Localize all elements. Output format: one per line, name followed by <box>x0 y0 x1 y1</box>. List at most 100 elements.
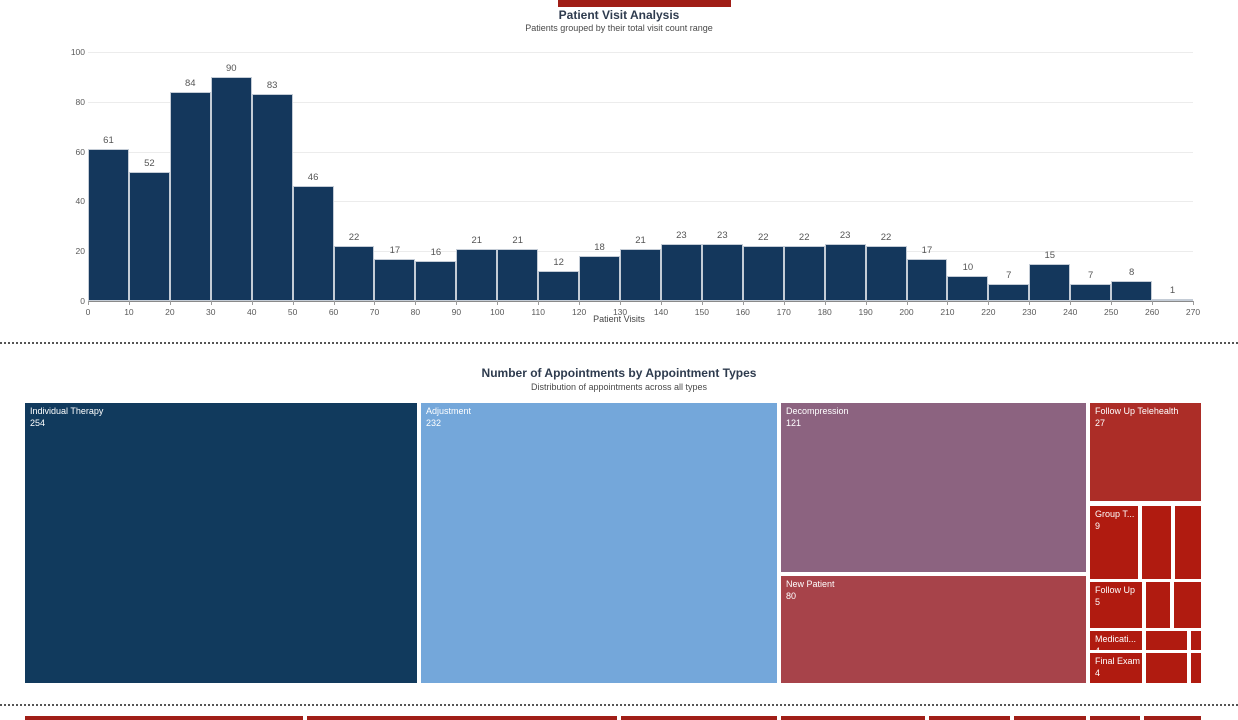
treemap-cell-unlabeled[interactable] <box>1191 631 1201 650</box>
treemap-cell-decompression[interactable]: Decompression 121 <box>781 403 1086 572</box>
x-tick-mark <box>88 301 89 305</box>
histogram-bar[interactable] <box>579 256 621 301</box>
treemap-cell-group-t[interactable]: Group T... 9 <box>1090 506 1138 579</box>
histogram-bar[interactable] <box>415 261 457 301</box>
treemap-cell-label: Decompression <box>786 406 849 416</box>
x-tick-label: 100 <box>490 307 505 317</box>
treemap-cell-unlabeled[interactable] <box>1146 653 1187 683</box>
histogram-title: Patient Visit Analysis <box>558 8 680 22</box>
histogram-bar[interactable] <box>906 258 948 301</box>
treemap-cell-new-patient[interactable]: New Patient 80 <box>781 576 1086 683</box>
treemap-cell-label: Follow Up Telehealth <box>1095 406 1179 416</box>
histogram-bar[interactable] <box>824 243 866 301</box>
treemap-cell-follow-up-telehealth[interactable]: Follow Up Telehealth 27 <box>1090 403 1201 501</box>
histogram-bar[interactable] <box>456 248 498 301</box>
histogram-bar[interactable] <box>210 76 252 301</box>
histogram-bar[interactable] <box>1111 281 1153 301</box>
bottom-cutoff-segment <box>781 716 925 720</box>
x-tick-label: 270 <box>1185 307 1201 317</box>
treemap-cell-value: 80 <box>786 590 797 601</box>
x-tick-label: 30 <box>206 307 216 317</box>
y-gridline <box>88 201 1193 203</box>
bar-value-label: 8 <box>1128 267 1135 279</box>
treemap-cell-label: Medicati... <box>1095 634 1137 644</box>
treemap-cell-unlabeled[interactable] <box>1174 582 1201 628</box>
x-tick-mark <box>783 301 785 305</box>
section-divider-bottom <box>0 704 1238 706</box>
histogram-bar[interactable] <box>1070 283 1112 301</box>
x-tick-mark <box>456 301 458 305</box>
treemap-cell-label: Adjustment <box>426 406 472 416</box>
histogram-bar[interactable] <box>620 248 661 301</box>
histogram-bar[interactable] <box>988 283 1030 301</box>
histogram-bar[interactable] <box>947 276 989 301</box>
histogram-bar[interactable] <box>292 186 334 301</box>
treemap-cell-unlabeled[interactable] <box>1175 506 1201 579</box>
x-tick-mark <box>906 301 908 305</box>
bar-value-label: 52 <box>144 157 155 169</box>
bar-value-label: 22 <box>757 232 769 244</box>
x-tick-mark <box>947 301 949 305</box>
x-tick-label: 120 <box>572 307 587 317</box>
histogram-bar[interactable] <box>169 91 211 301</box>
x-tick-mark <box>251 301 253 305</box>
x-tick-label: 240 <box>1063 307 1078 317</box>
treemap-cell-follow-up[interactable]: Follow Up 5 <box>1090 582 1142 628</box>
histogram-bar[interactable] <box>128 171 170 301</box>
histogram-bar[interactable] <box>865 246 907 301</box>
bar-value-label: 83 <box>266 80 278 92</box>
x-tick-mark <box>1152 301 1154 305</box>
treemap-cell-unlabeled[interactable] <box>1191 653 1201 683</box>
bar-value-label: 16 <box>430 247 442 259</box>
x-tick-label: 180 <box>817 307 832 317</box>
treemap-cell-final-exam[interactable]: Final Exam 4 <box>1090 653 1142 683</box>
treemap-cell-individual-therapy[interactable]: Individual Therapy 254 <box>25 403 417 683</box>
treemap-cell-medicati[interactable]: Medicati... 4 <box>1090 631 1142 650</box>
histogram-bar[interactable] <box>1152 298 1193 301</box>
bar-value-label: 84 <box>185 77 196 89</box>
histogram-bar[interactable] <box>742 246 784 301</box>
histogram-bar[interactable] <box>88 149 129 301</box>
bar-value-label: 90 <box>225 62 237 74</box>
histogram-bar[interactable] <box>660 243 702 301</box>
histogram-bar[interactable] <box>1029 263 1071 301</box>
histogram-bar[interactable] <box>333 246 375 301</box>
treemap-cell-label: Final Exam <box>1095 656 1141 666</box>
x-tick-label: 90 <box>451 307 462 317</box>
treemap-cell-unlabeled[interactable] <box>1146 582 1170 628</box>
histogram-bar[interactable] <box>374 258 416 301</box>
x-tick-label: 50 <box>287 307 298 317</box>
treemap-cell-adjustment[interactable]: Adjustment 232 <box>421 403 777 683</box>
treemap-cell-unlabeled[interactable] <box>1146 631 1187 650</box>
bar-value-label: 23 <box>676 229 687 241</box>
histogram-bar[interactable] <box>251 94 293 301</box>
histogram-bar[interactable] <box>701 243 743 301</box>
treemap-area: Individual Therapy 254 Adjustment 232 Decomp… <box>25 403 1201 683</box>
treemap-cell-value: 4 <box>1095 667 1101 678</box>
histogram-bar[interactable] <box>783 246 825 301</box>
treemap-cell-label: Follow Up <box>1095 585 1136 595</box>
treemap-subtitle: Distribution of appointments across all … <box>530 382 708 392</box>
x-tick-mark <box>865 301 867 305</box>
histogram-bar[interactable] <box>538 271 580 301</box>
x-tick-label: 20 <box>165 307 175 317</box>
bar-value-label: 17 <box>921 244 933 256</box>
bottom-cutoff-segment <box>621 716 777 720</box>
bottom-cutoff-segment <box>929 716 1010 720</box>
bar-value-label: 7 <box>1088 269 1094 281</box>
treemap-cell-value: 254 <box>30 417 46 428</box>
y-gridline <box>88 52 1193 53</box>
bar-value-label: 10 <box>962 262 974 274</box>
bar-value-label: 23 <box>839 229 851 241</box>
x-tick-mark <box>742 301 744 305</box>
bottom-cutoff-segment <box>307 716 617 720</box>
x-tick-label: 140 <box>653 307 669 317</box>
x-tick-mark <box>579 301 581 305</box>
y-tick-label: 0 <box>80 296 85 306</box>
x-tick-label: 130 <box>612 307 628 317</box>
histogram-bar[interactable] <box>497 248 539 301</box>
x-tick-mark <box>497 301 499 305</box>
x-axis-line <box>88 301 1193 302</box>
x-tick-mark <box>620 301 622 305</box>
treemap-cell-unlabeled[interactable] <box>1142 506 1171 579</box>
